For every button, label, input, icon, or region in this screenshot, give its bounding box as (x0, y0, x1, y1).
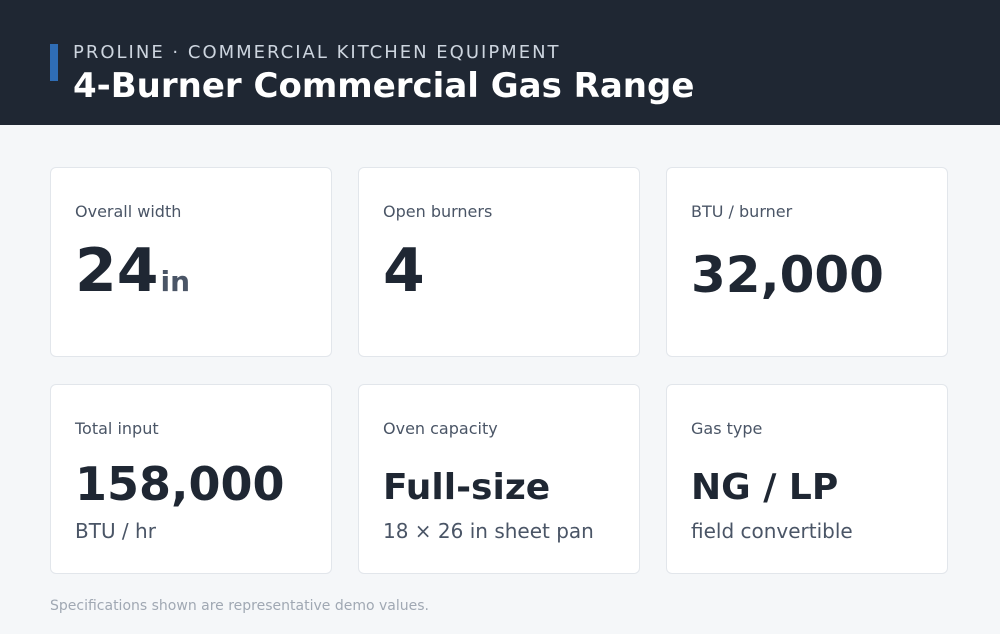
spec-card: Total input 158,000 BTU / hr (50, 384, 332, 574)
card-sub: 18 × 26 in sheet pan (383, 519, 594, 543)
card-value: 32,000 (691, 246, 884, 304)
card-label: Overall width (75, 202, 182, 221)
accent-bar (50, 44, 58, 81)
eyebrow: PROLINE · COMMERCIAL KITCHEN EQUIPMENT (73, 42, 561, 63)
card-value: 158,000 (75, 457, 285, 511)
card-sub: field convertible (691, 519, 853, 543)
spec-card: Oven capacity Full-size 18 × 26 in sheet… (358, 384, 640, 574)
card-value: Full-size (383, 467, 551, 508)
card-label: Oven capacity (383, 419, 498, 438)
spec-card: Overall width 24in (50, 167, 332, 357)
card-value: 24in (75, 236, 190, 306)
card-label: BTU / burner (691, 202, 793, 221)
card-value: 4 (383, 236, 425, 306)
spec-card: Gas type NG / LP field convertible (666, 384, 948, 574)
spec-card: BTU / burner 32,000 (666, 167, 948, 357)
value-unit: in (160, 265, 191, 298)
card-label: Total input (75, 419, 159, 438)
footer-note: Specifications shown are representative … (50, 598, 429, 614)
title: 4-Burner Commercial Gas Range (73, 66, 695, 106)
card-sub: BTU / hr (75, 519, 156, 543)
spec-card: Open burners 4 (358, 167, 640, 357)
value-text: 24 (75, 236, 159, 306)
card-label: Gas type (691, 419, 763, 438)
card-value: NG / LP (691, 467, 839, 508)
header: PROLINE · COMMERCIAL KITCHEN EQUIPMENT 4… (0, 0, 1000, 125)
card-label: Open burners (383, 202, 493, 221)
